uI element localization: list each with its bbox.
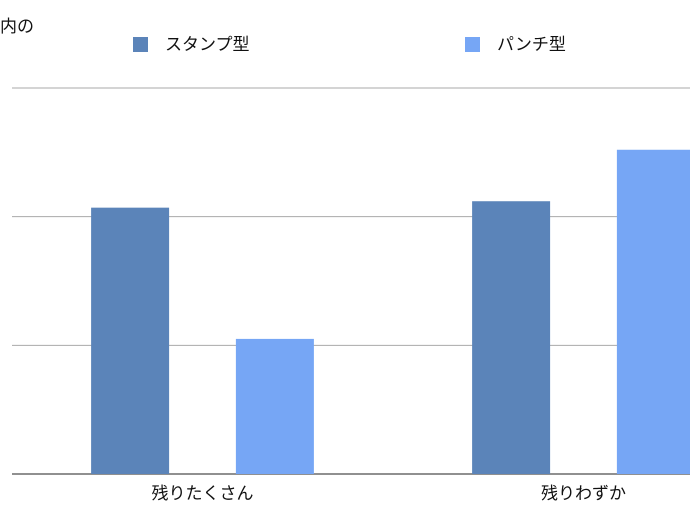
y-axis-title: 内の <box>0 17 34 37</box>
legend-label: スタンプ型 <box>165 35 250 55</box>
x-tick-label: 残りたくさん <box>152 484 254 504</box>
x-tick-label: 残りわずか <box>541 484 626 504</box>
legend-swatch <box>133 37 148 52</box>
legend-swatch <box>465 37 480 52</box>
bar <box>472 201 551 474</box>
bar <box>235 338 314 474</box>
bar <box>91 207 170 474</box>
legend-label: パンチ型 <box>497 35 566 55</box>
bar <box>616 149 690 474</box>
